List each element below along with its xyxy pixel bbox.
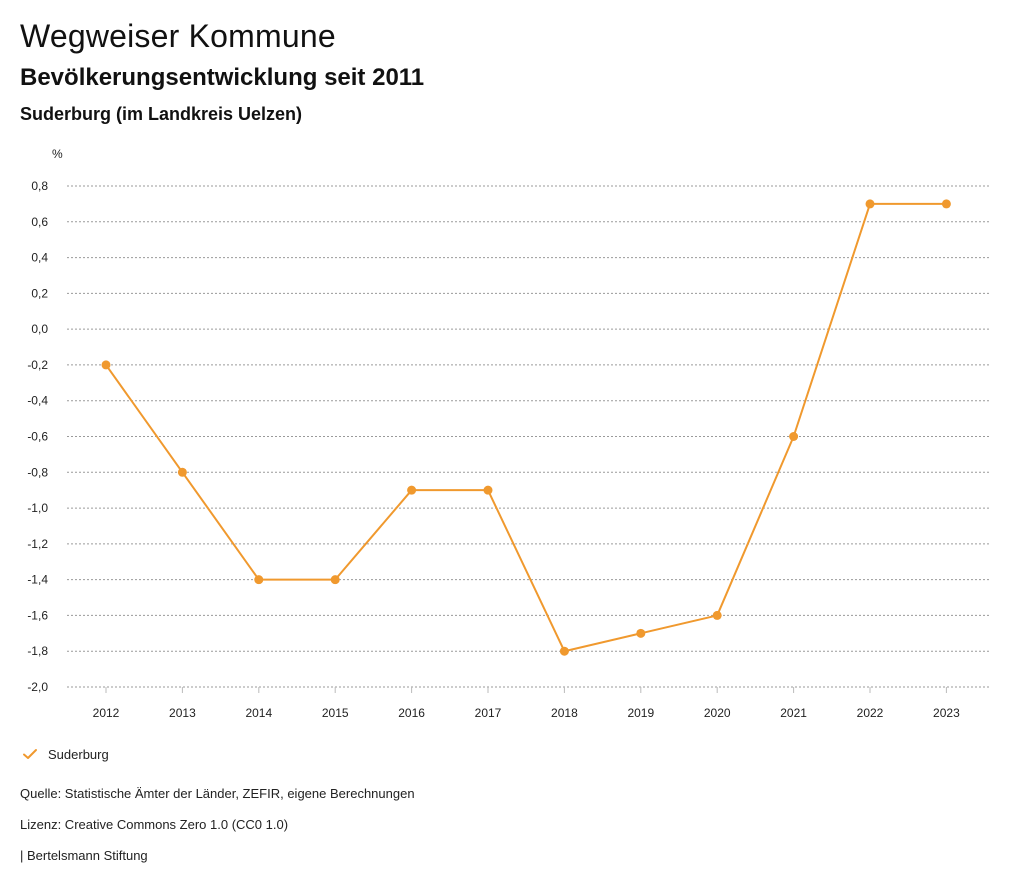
y-tick-label: 0,6 — [31, 215, 48, 229]
y-tick-label: -1,4 — [27, 573, 48, 587]
x-tick-label: 2021 — [780, 706, 807, 720]
data-point[interactable] — [559, 646, 569, 656]
y-tick-label: -0,8 — [27, 465, 48, 479]
data-point[interactable] — [254, 575, 264, 585]
chart-subtitle: Bevölkerungsentwicklung seit 2011 — [20, 64, 425, 91]
x-tick-label: 2019 — [627, 706, 654, 720]
chart-legend[interactable]: Suderburg — [22, 746, 109, 762]
y-tick-label: 0,0 — [31, 322, 48, 336]
data-point[interactable] — [789, 432, 799, 441]
y-tick-label: -0,2 — [27, 358, 48, 372]
y-tick-label: -1,2 — [27, 537, 48, 551]
y-axis: 0,8 0,6 0,4 0,2 0,0 -0,2 -0,4 -0,6 -0,8 -1,0 -1,2 -… — [27, 179, 48, 694]
x-tick-label: 2023 — [933, 706, 960, 720]
line-chart: % 0,8 0,6 0,4 0,2 0,0 -0,2 -0,4 -0,6 -0,8 -1,0 -1,… — [27, 147, 990, 720]
y-tick-label: -1,0 — [27, 501, 48, 515]
data-point[interactable] — [330, 575, 340, 585]
data-point[interactable] — [865, 199, 875, 209]
x-tick-label: 2018 — [551, 706, 578, 720]
x-tick-label: 2013 — [169, 706, 196, 720]
y-tick-label: -1,8 — [27, 644, 48, 658]
source-note: Quelle: Statistische Ämter der Länder, Z… — [20, 786, 415, 801]
x-tick-label: 2014 — [245, 706, 272, 720]
data-point[interactable] — [177, 467, 187, 477]
check-icon — [23, 749, 37, 759]
data-point[interactable] — [101, 360, 111, 370]
x-tick-label: 2022 — [857, 706, 884, 720]
x-tick-label: 2020 — [704, 706, 731, 720]
data-point[interactable] — [407, 485, 417, 495]
y-axis-unit-label: % — [52, 147, 63, 161]
data-point[interactable] — [712, 610, 722, 620]
x-tick-label: 2012 — [93, 706, 120, 720]
license-note: Lizenz: Creative Commons Zero 1.0 (CC0 1… — [20, 817, 289, 832]
series-suderburg — [101, 199, 951, 656]
data-point[interactable] — [636, 628, 646, 638]
page-title: Wegweiser Kommune — [20, 18, 336, 54]
y-tick-label: 0,2 — [31, 286, 48, 300]
region-label: Suderburg (im Landkreis Uelzen) — [20, 104, 303, 124]
series-line — [105, 202, 947, 653]
y-tick-label: -0,4 — [27, 394, 48, 408]
y-tick-label: 0,4 — [31, 251, 48, 265]
x-tick-label: 2015 — [322, 706, 349, 720]
data-point[interactable] — [941, 199, 951, 209]
publisher-note: | Bertelsmann Stiftung — [20, 848, 148, 863]
y-tick-label: 0,8 — [31, 179, 48, 193]
y-tick-label: -1,6 — [27, 608, 48, 622]
y-tick-label: -2,0 — [27, 680, 48, 694]
x-axis: 2012 2013 2014 2015 2016 2017 2018 2019 2020 2021… — [93, 687, 960, 720]
data-point[interactable] — [483, 485, 493, 495]
legend-label: Suderburg — [48, 746, 109, 762]
x-tick-label: 2016 — [398, 706, 425, 720]
y-tick-label: -0,6 — [27, 430, 48, 444]
grid-lines — [67, 185, 990, 688]
x-tick-label: 2017 — [475, 706, 502, 720]
